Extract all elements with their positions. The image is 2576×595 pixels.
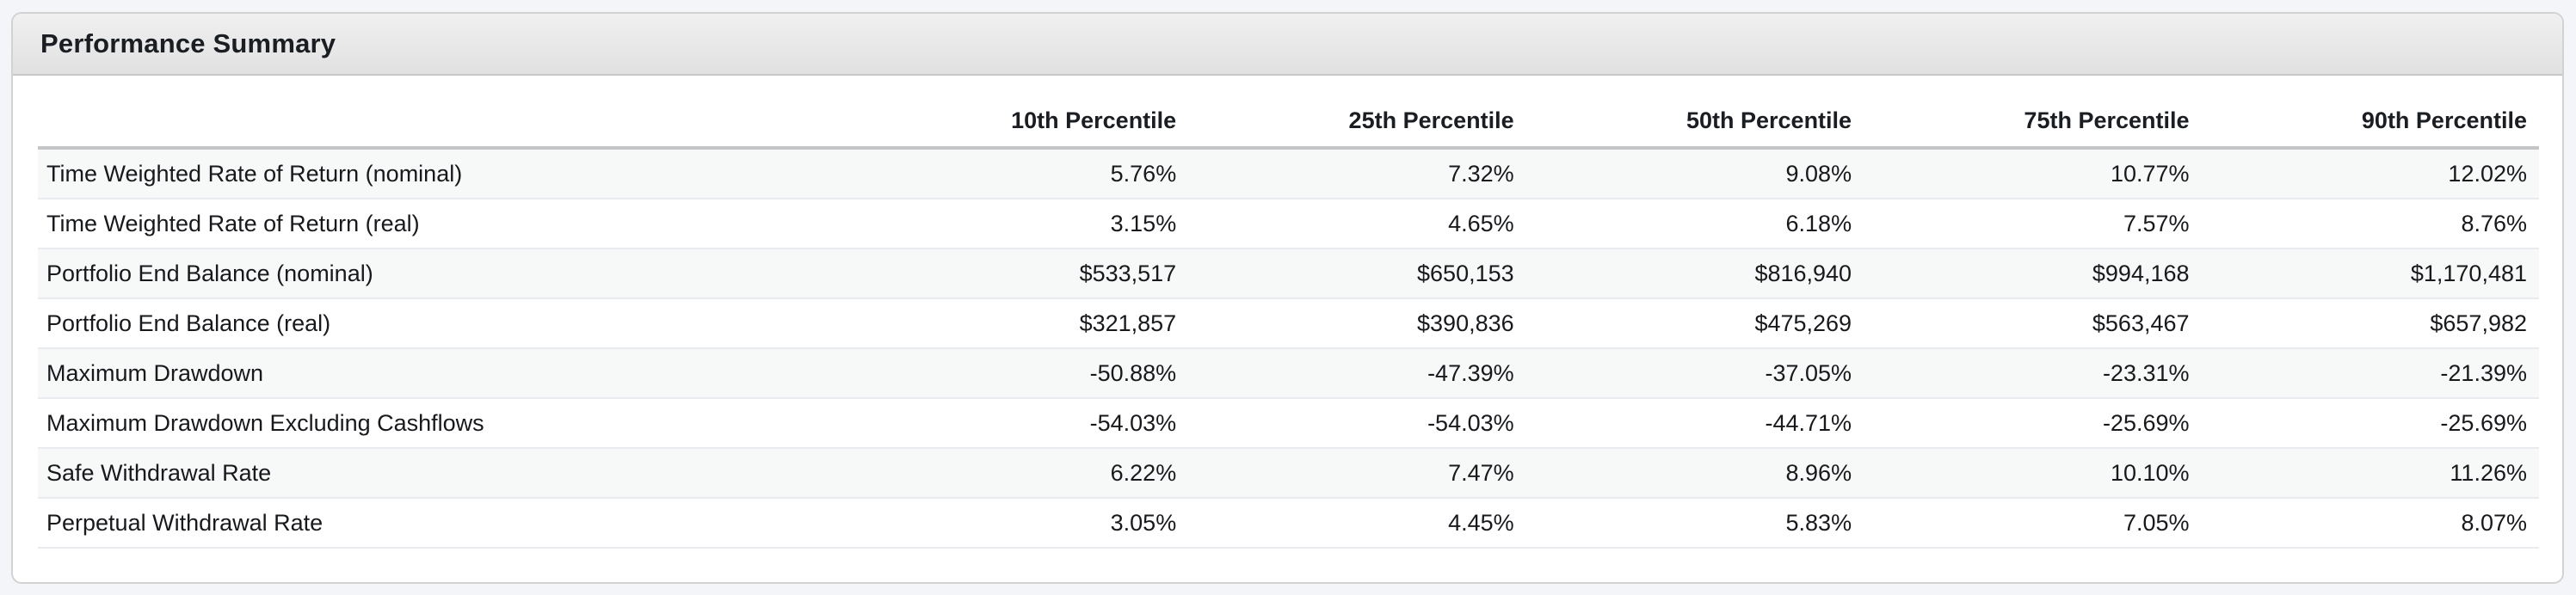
- cell-value: -50.88%: [850, 348, 1189, 399]
- table-row: Maximum Drawdown Excluding Cashflows -54…: [38, 398, 2539, 449]
- cell-value: -54.03%: [1188, 398, 1526, 449]
- table-row: Safe Withdrawal Rate 6.22% 7.47% 8.96% 1…: [38, 448, 2539, 499]
- panel-header: Performance Summary: [13, 14, 2562, 76]
- cell-value: 4.65%: [1188, 199, 1526, 249]
- cell-value: $321,857: [850, 298, 1189, 349]
- cell-value: 8.07%: [2201, 498, 2539, 549]
- table-row: Maximum Drawdown -50.88% -47.39% -37.05%…: [38, 348, 2539, 399]
- cell-value: -47.39%: [1188, 348, 1526, 399]
- cell-value: 11.26%: [2201, 448, 2539, 499]
- cell-value: 3.05%: [850, 498, 1189, 549]
- table-row: Perpetual Withdrawal Rate 3.05% 4.45% 5.…: [38, 498, 2539, 549]
- row-label: Portfolio End Balance (nominal): [38, 248, 851, 299]
- cell-value: -23.31%: [1864, 348, 2202, 399]
- row-label: Time Weighted Rate of Return (nominal): [38, 148, 851, 199]
- row-label: Portfolio End Balance (real): [38, 298, 851, 349]
- row-label: Maximum Drawdown Excluding Cashflows: [38, 398, 851, 449]
- cell-value: 7.47%: [1188, 448, 1526, 499]
- table-row: Portfolio End Balance (real) $321,857 $3…: [38, 298, 2539, 349]
- table-body: Time Weighted Rate of Return (nominal) 5…: [38, 148, 2539, 549]
- column-header-75th-percentile: 75th Percentile: [1864, 89, 2202, 150]
- cell-value: $475,269: [1525, 298, 1864, 349]
- row-label-header: [38, 89, 851, 150]
- cell-value: 4.45%: [1188, 498, 1526, 549]
- panel-body: 10th Percentile 25th Percentile 50th Per…: [13, 76, 2562, 549]
- table-row: Portfolio End Balance (nominal) $533,517…: [38, 248, 2539, 299]
- cell-value: 8.96%: [1525, 448, 1864, 499]
- cell-value: $563,467: [1864, 298, 2202, 349]
- cell-value: $994,168: [1864, 248, 2202, 299]
- cell-value: 6.22%: [850, 448, 1189, 499]
- cell-value: -25.69%: [2201, 398, 2539, 449]
- row-label: Maximum Drawdown: [38, 348, 851, 399]
- table-header-row: 10th Percentile 25th Percentile 50th Per…: [38, 89, 2539, 150]
- cell-value: 5.76%: [850, 148, 1189, 199]
- cell-value: 7.32%: [1188, 148, 1526, 199]
- cell-value: -44.71%: [1525, 398, 1864, 449]
- panel-title: Performance Summary: [40, 28, 336, 58]
- column-header-50th-percentile: 50th Percentile: [1525, 89, 1864, 150]
- column-header-90th-percentile: 90th Percentile: [2201, 89, 2539, 150]
- cell-value: 5.83%: [1525, 498, 1864, 549]
- cell-value: $657,982: [2201, 298, 2539, 349]
- column-header-25th-percentile: 25th Percentile: [1188, 89, 1526, 150]
- cell-value: $533,517: [850, 248, 1189, 299]
- row-label: Safe Withdrawal Rate: [38, 448, 851, 499]
- cell-value: -54.03%: [850, 398, 1189, 449]
- cell-value: 12.02%: [2201, 148, 2539, 199]
- row-label: Time Weighted Rate of Return (real): [38, 199, 851, 249]
- cell-value: 7.57%: [1864, 199, 2202, 249]
- cell-value: 7.05%: [1864, 498, 2202, 549]
- cell-value: -25.69%: [1864, 398, 2202, 449]
- cell-value: $1,170,481: [2201, 248, 2539, 299]
- cell-value: 10.10%: [1864, 448, 2202, 499]
- cell-value: 9.08%: [1525, 148, 1864, 199]
- row-label: Perpetual Withdrawal Rate: [38, 498, 851, 549]
- cell-value: 3.15%: [850, 199, 1189, 249]
- table-row: Time Weighted Rate of Return (real) 3.15…: [38, 199, 2539, 249]
- performance-summary-panel: Performance Summary 10th Percentile 25th…: [11, 12, 2564, 584]
- cell-value: -21.39%: [2201, 348, 2539, 399]
- cell-value: $816,940: [1525, 248, 1864, 299]
- column-header-10th-percentile: 10th Percentile: [850, 89, 1189, 150]
- cell-value: $390,836: [1188, 298, 1526, 349]
- cell-value: 10.77%: [1864, 148, 2202, 199]
- cell-value: 8.76%: [2201, 199, 2539, 249]
- cell-value: $650,153: [1188, 248, 1526, 299]
- cell-value: 6.18%: [1525, 199, 1864, 249]
- performance-summary-table: 10th Percentile 25th Percentile 50th Per…: [38, 89, 2539, 549]
- table-row: Time Weighted Rate of Return (nominal) 5…: [38, 148, 2539, 199]
- cell-value: -37.05%: [1525, 348, 1864, 399]
